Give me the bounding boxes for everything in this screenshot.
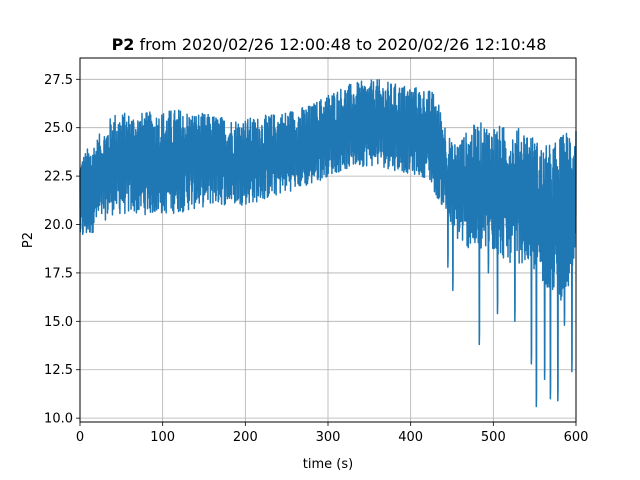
chart-title: P2 from 2020/02/26 12:00:48 to 2020/02/2… — [112, 35, 547, 54]
y-tick-label: 22.5 — [44, 170, 73, 185]
chart-title-bold: P2 — [112, 35, 135, 54]
x-tick-label: 500 — [481, 430, 506, 445]
y-tick-label: 25.0 — [44, 121, 73, 136]
x-tick-label: 100 — [150, 430, 175, 445]
x-tick-label: 0 — [76, 430, 84, 445]
y-tick-label: 27.5 — [44, 73, 73, 88]
chart-title-rest: from 2020/02/26 12:00:48 to 2020/02/26 1… — [140, 35, 547, 54]
y-tick-label: 17.5 — [44, 266, 73, 281]
y-tick-label: 15.0 — [44, 315, 73, 330]
y-tick-label: 10.0 — [44, 412, 73, 427]
y-tick-label: 12.5 — [44, 363, 73, 378]
y-tick-label: 20.0 — [44, 218, 73, 233]
x-tick-label: 300 — [316, 430, 341, 445]
y-axis-label: P2 — [21, 232, 36, 248]
x-axis: 0 100 200 300 400 500 600 — [76, 422, 589, 445]
y-axis: 10.0 12.5 15.0 17.5 20.0 22.5 25.0 27.5 — [44, 73, 80, 427]
x-tick-label: 600 — [564, 430, 589, 445]
x-tick-label: 400 — [398, 430, 423, 445]
series-line — [79, 79, 577, 408]
x-tick-label: 200 — [233, 430, 258, 445]
series-line-group — [79, 79, 577, 408]
x-axis-label: time (s) — [303, 457, 353, 472]
